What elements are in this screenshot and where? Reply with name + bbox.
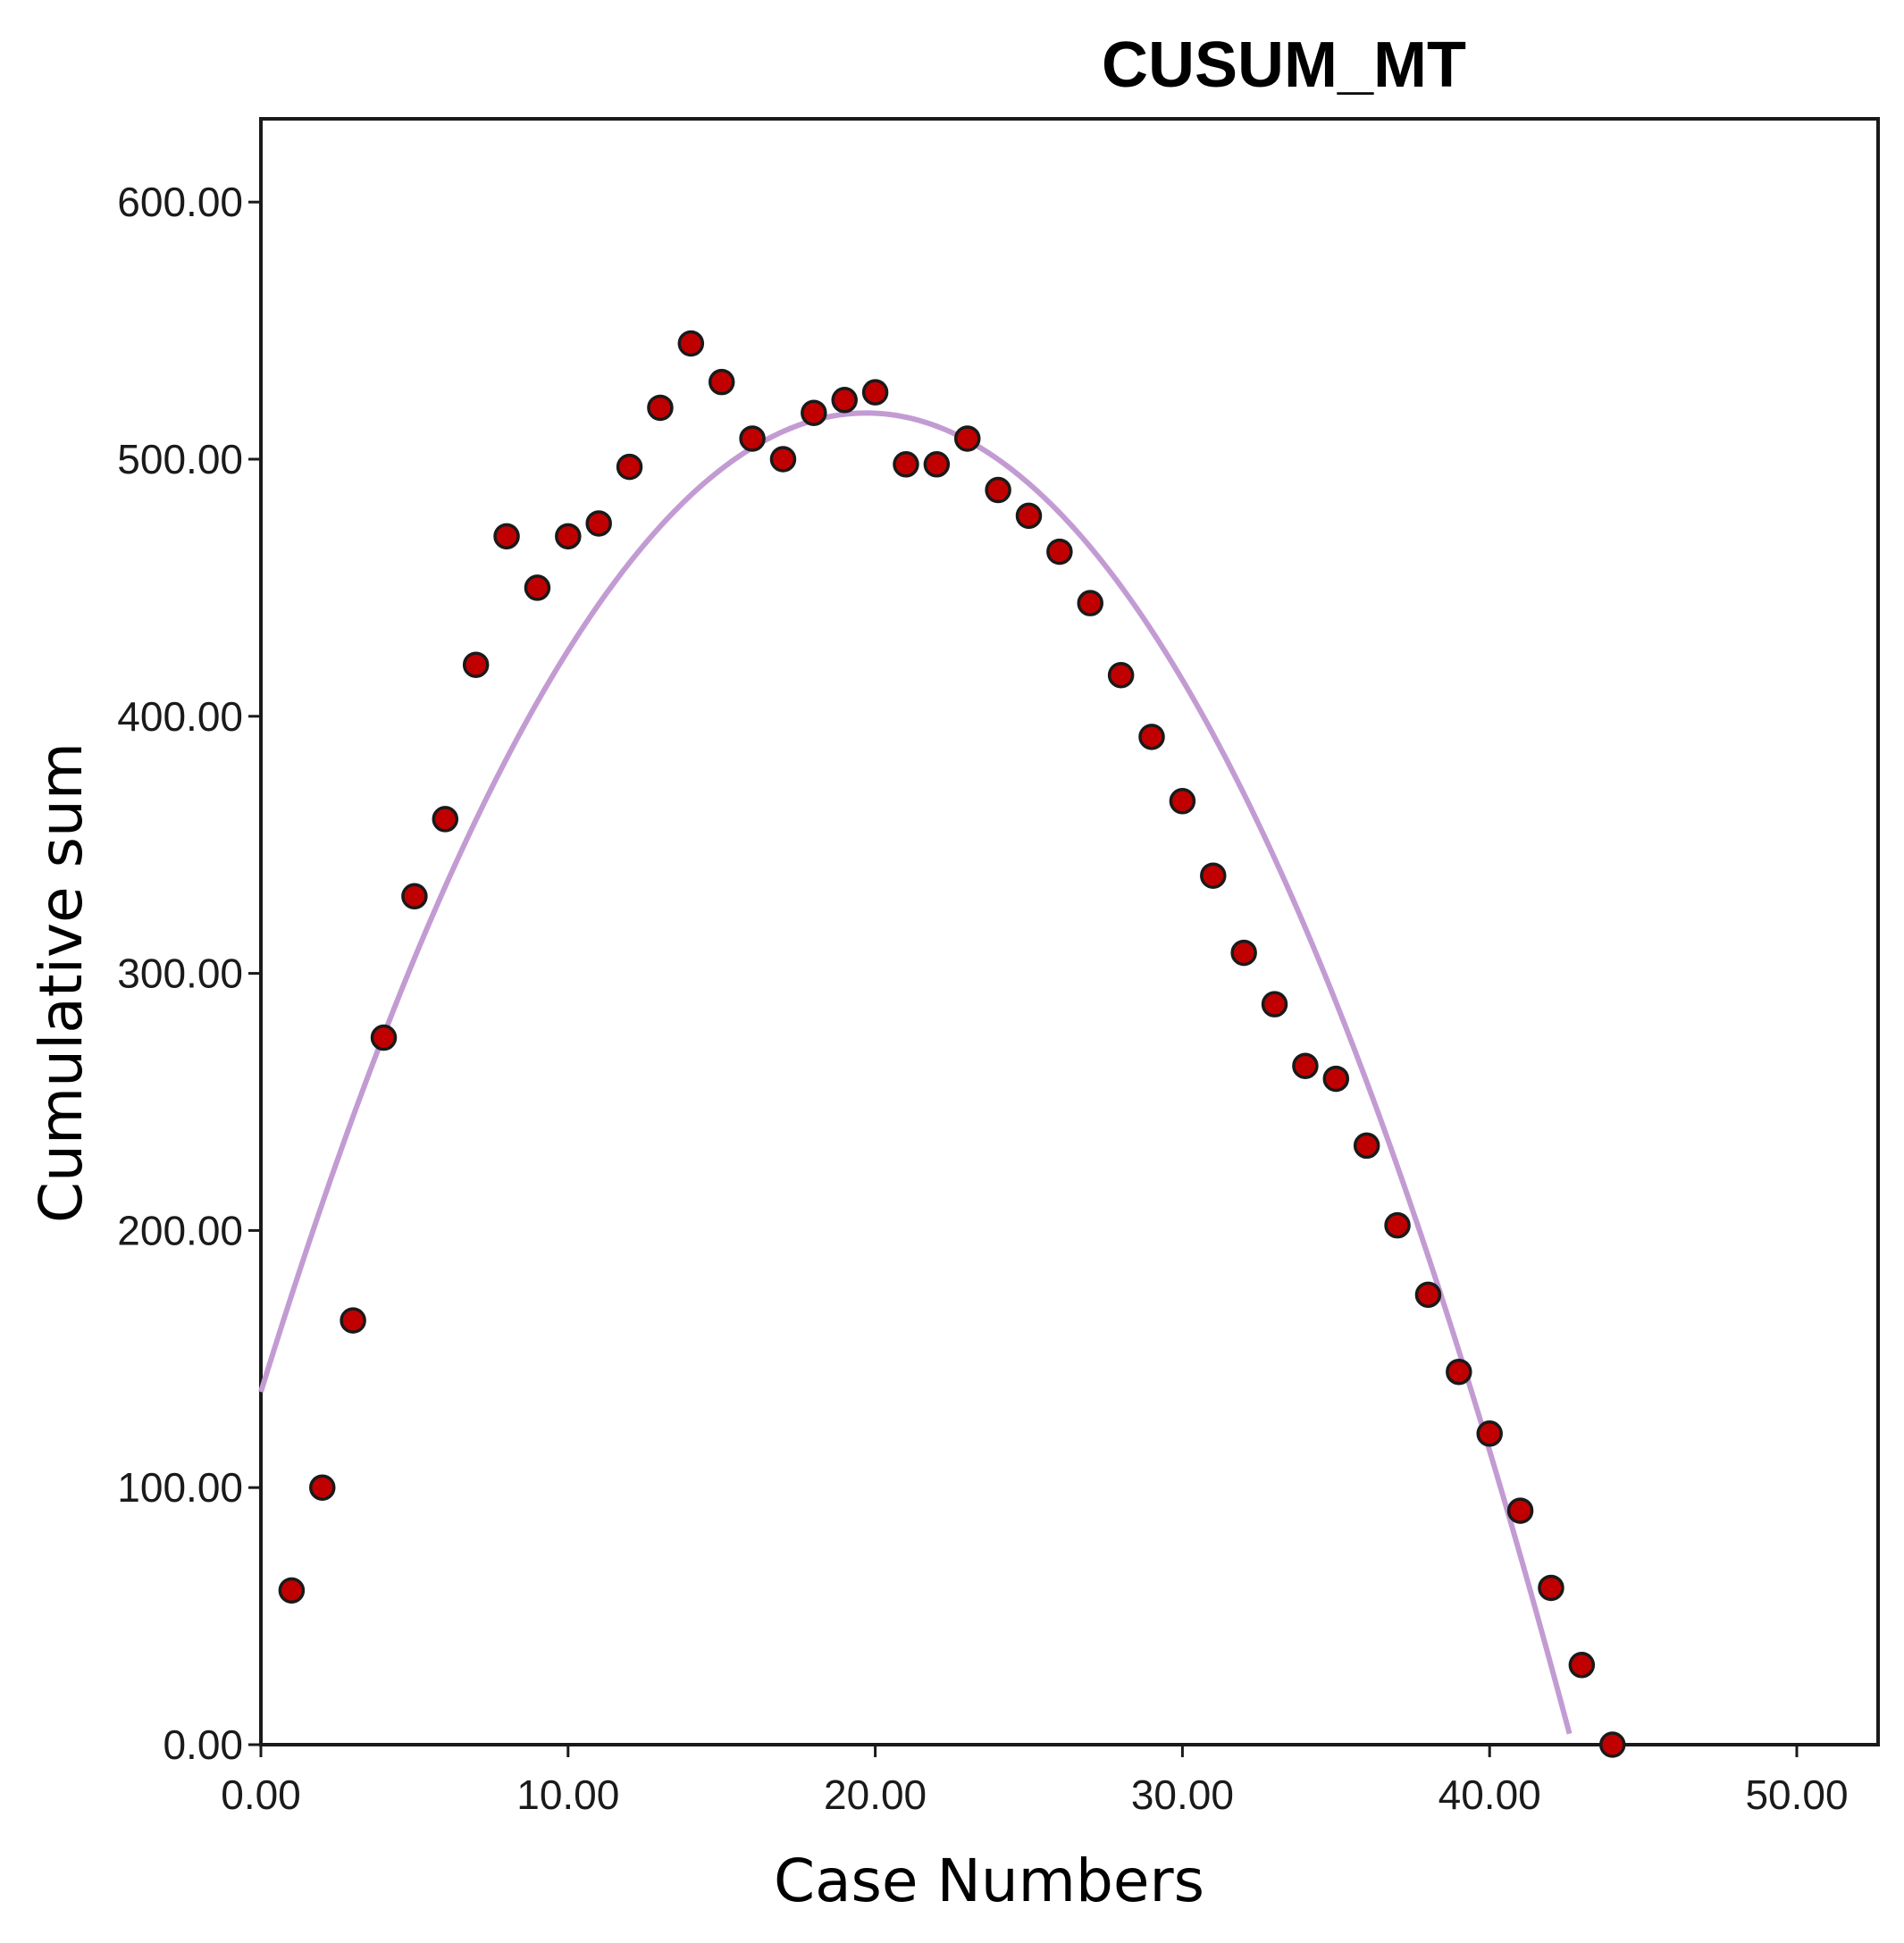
data-point [340, 1307, 366, 1334]
data-point [861, 379, 889, 406]
data-point [1446, 1358, 1472, 1386]
data-point [801, 399, 827, 426]
data-point [1169, 788, 1196, 815]
tick-labels: 0.00 10.00 20.00 30.00 40.00 50.00 0.00 100.00 2… [117, 179, 1848, 1818]
data-point [432, 806, 459, 833]
data-point [278, 1577, 306, 1604]
data-point [1138, 724, 1165, 750]
data-point [616, 453, 643, 481]
data-point [1476, 1420, 1503, 1447]
data-point [1384, 1211, 1411, 1239]
data-point [923, 451, 951, 478]
data-point [1353, 1132, 1380, 1160]
x-tick-label: 20.00 [824, 1771, 927, 1818]
data-point [493, 523, 520, 550]
data-point [524, 574, 551, 601]
data-point [893, 451, 919, 478]
data-point [985, 476, 1011, 504]
data-point [370, 1024, 398, 1051]
data-point [1261, 991, 1288, 1018]
data-point [708, 368, 735, 396]
x-tick-label: 10.00 [516, 1771, 619, 1818]
fit-curve [258, 410, 1573, 1735]
x-tick-label: 0.00 [221, 1771, 301, 1818]
data-point [1598, 1731, 1626, 1758]
data-point [769, 446, 797, 473]
y-tick-label: 600.00 [117, 179, 243, 225]
plot-frame [259, 117, 1880, 1746]
data-point [1230, 939, 1257, 967]
y-tick-label: 200.00 [117, 1207, 243, 1253]
data-point [1292, 1052, 1319, 1079]
x-axis-label: Case Numbers [774, 1847, 1204, 1915]
data-points [278, 330, 1626, 1758]
y-tick-label: 100.00 [117, 1464, 243, 1511]
y-tick-label: 0.00 [163, 1721, 243, 1768]
y-axis-label: Cumulative sum [27, 742, 96, 1223]
data-point [1322, 1065, 1350, 1093]
data-point [647, 394, 674, 422]
data-point [1568, 1652, 1596, 1679]
data-point [1015, 502, 1043, 530]
data-point [585, 510, 612, 537]
data-point [1046, 538, 1073, 565]
data-point [1506, 1497, 1534, 1524]
y-tick-label: 300.00 [117, 951, 243, 997]
data-point [1200, 862, 1227, 889]
data-point [953, 425, 981, 452]
data-point [555, 523, 582, 550]
chart-title: CUSUM_MT [1102, 29, 1466, 101]
x-tick-label: 50.00 [1745, 1771, 1848, 1818]
data-point [1414, 1281, 1442, 1309]
data-point [462, 651, 490, 678]
data-point [309, 1474, 336, 1501]
x-tick-label: 40.00 [1438, 1771, 1541, 1818]
data-point [739, 425, 766, 452]
axis-ticks [248, 200, 1799, 1757]
data-point [1107, 662, 1135, 689]
data-point [1538, 1574, 1564, 1602]
data-point [677, 330, 705, 357]
x-tick-label: 30.00 [1131, 1771, 1234, 1818]
data-point [1077, 590, 1104, 616]
data-point [401, 883, 428, 910]
y-tick-label: 400.00 [117, 693, 243, 740]
y-tick-label: 500.00 [117, 436, 243, 482]
data-point [831, 387, 858, 414]
